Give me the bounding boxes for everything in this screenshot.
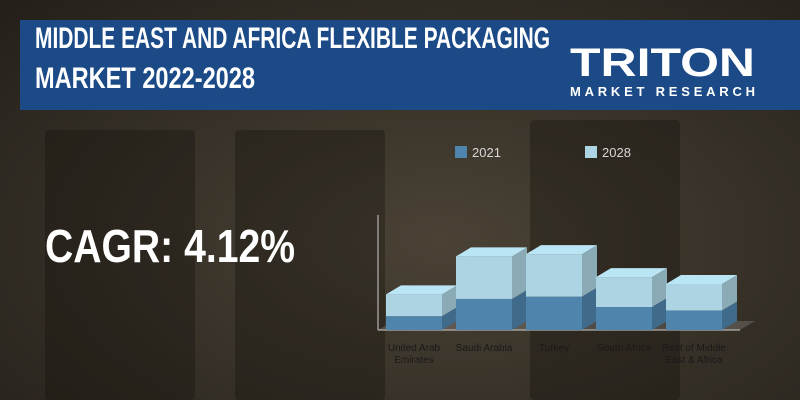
bar-side	[442, 307, 457, 330]
bar-side	[722, 301, 737, 330]
title-band	[20, 20, 800, 110]
bar-top	[386, 285, 457, 295]
bar-top	[596, 268, 667, 278]
background-bag	[45, 130, 195, 400]
x-tick-label: United Arab Emirates	[387, 343, 441, 366]
legend-item: 2028	[585, 145, 631, 160]
bar-segment	[456, 256, 512, 299]
bar-top	[666, 275, 737, 284]
background-bag	[235, 130, 385, 400]
bar-side	[582, 245, 597, 297]
legend-swatch	[455, 146, 467, 158]
bar-top	[526, 245, 597, 255]
bar-segment	[666, 284, 722, 311]
bar-segment	[666, 310, 722, 330]
bar-side	[582, 287, 597, 330]
bar-top	[456, 247, 527, 257]
legend-label: 2021	[472, 145, 501, 160]
bar-segment	[526, 296, 582, 330]
bar-segment	[386, 294, 442, 317]
bar-segment	[386, 316, 442, 330]
legend-label: 2028	[602, 145, 631, 160]
bar-segment	[596, 277, 652, 307]
title-line: MARKET 2022-2028	[35, 62, 255, 95]
bar-side	[512, 289, 527, 330]
bar-side	[652, 268, 667, 307]
logo-tagline: MARKET RESEARCH	[570, 84, 755, 99]
x-tick-label: Rest of Middle East & Africa	[662, 343, 726, 366]
x-tick-label: Saudi Arabia	[455, 343, 513, 354]
legend-item: 2021	[455, 145, 501, 160]
cagr-annotation: CAGR: 4.12%	[45, 220, 295, 272]
legend-swatch	[585, 146, 597, 158]
bar-side	[512, 247, 527, 299]
title-line: MIDDLE EAST AND AFRICA FLEXIBLE PACKAGIN…	[35, 22, 550, 55]
bar-segment	[526, 254, 582, 297]
logo-name: TRITON	[570, 41, 755, 85]
x-tick-label: Turkey	[538, 343, 570, 354]
bar-side	[442, 285, 457, 317]
bar-segment	[596, 307, 652, 330]
x-tick-label: South Africa	[597, 343, 651, 354]
bar-segment	[456, 298, 512, 330]
bar-side	[722, 275, 737, 311]
bar-side	[652, 298, 667, 330]
